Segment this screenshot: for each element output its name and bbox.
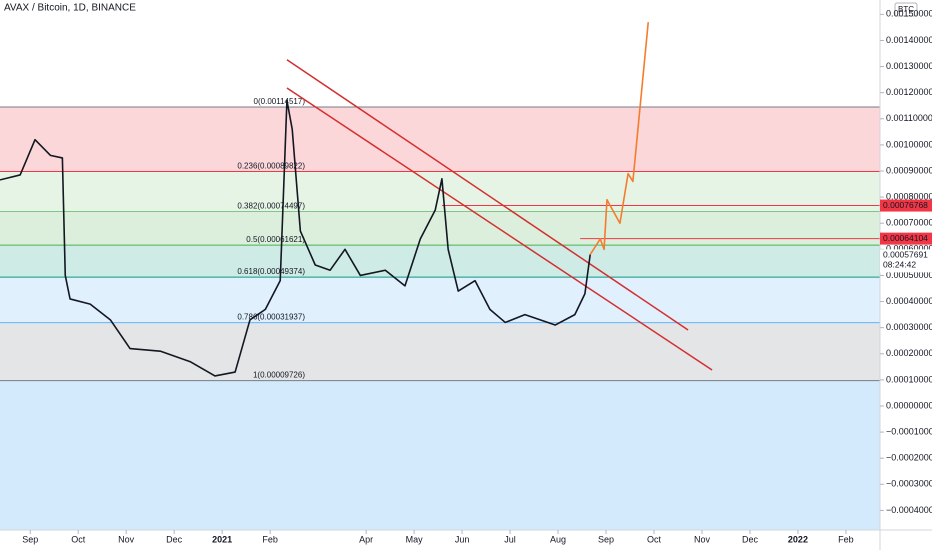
y-tick-label: 0.00080000 [886, 191, 932, 201]
x-tick-label: Dec [166, 534, 183, 544]
plot-area: 0(0.00114517) 0.236(0.00089822) 0.382(0.00… [0, 22, 880, 530]
y-tick-label: −0.00020000 [886, 453, 932, 463]
y-tick-label: 0.00090000 [886, 165, 932, 175]
y-tick-label: 0.00030000 [886, 322, 932, 332]
x-tick-label: Feb [838, 534, 854, 544]
y-tick-label: 0.00040000 [886, 296, 932, 306]
fib-band [0, 277, 880, 323]
fib-label: 0.236(0.00089822) [237, 162, 305, 171]
y-tick-label: −0.00030000 [886, 479, 932, 489]
x-tick-label: Feb [262, 534, 278, 544]
y-tick-label: 0.00050000 [886, 270, 932, 280]
x-tick-label: Oct [647, 534, 662, 544]
fib-label: 0(0.00114517) [254, 97, 306, 106]
price-badge [880, 232, 932, 245]
x-tick-label: 2022 [788, 534, 808, 544]
x-tick-label: Jun [455, 534, 470, 544]
fib-label: 0.786(0.00031937) [237, 313, 305, 322]
last-price-text: 0.00057691 [883, 250, 928, 260]
x-tick-label: Nov [694, 534, 711, 544]
fib-label: 1(0.00009726) [253, 371, 305, 380]
y-tick-label: 0.00010000 [886, 374, 932, 384]
below-fib-band [0, 380, 880, 530]
y-tick-label: 0.00070000 [886, 218, 932, 228]
trend-line [286, 87, 713, 371]
y-tick-label: −0.00010000 [886, 426, 932, 436]
y-tick-label: 0.00110000 [886, 113, 932, 123]
x-tick-label: Nov [118, 534, 135, 544]
fib-label: 0.618(0.00049374) [237, 267, 305, 276]
price-badge-text: 0.00076768 [883, 200, 928, 210]
countdown-text: 08:24:42 [883, 260, 916, 270]
y-tick-label: 0.00100000 [886, 139, 932, 149]
y-tick-label: −0.00040000 [886, 505, 932, 515]
x-tick-label: May [406, 534, 424, 544]
last-price-badge [880, 249, 932, 273]
fib-band [0, 211, 880, 246]
x-tick-label: 2021 [212, 534, 232, 544]
fib-band [0, 322, 880, 381]
price-line-series [0, 99, 591, 377]
x-tick-label: Oct [71, 534, 86, 544]
y-tick-label: 0.00120000 [886, 87, 932, 97]
fib-band [0, 106, 880, 172]
x-tick-label: Dec [742, 534, 759, 544]
y-tick-label: 0.00140000 [886, 35, 932, 45]
y-tick-label: 0.00150000 [886, 9, 932, 19]
y-tick-label: 0.00020000 [886, 348, 932, 358]
x-tick-label: Aug [550, 534, 566, 544]
chart-title: AVAX / Bitcoin, 1D, BINANCE [4, 3, 136, 14]
fib-label: 0.5(0.00061621) [246, 235, 305, 244]
trend-line [286, 59, 689, 331]
y-tick-label: 0.00000000 [886, 400, 932, 410]
currency-badge [894, 2, 918, 17]
price-badge-text: 0.00064104 [883, 233, 928, 243]
x-tick-label: Jul [504, 534, 516, 544]
y-tick-label: 0.00060000 [886, 244, 932, 254]
currency-badge-text: BTC [898, 5, 914, 14]
x-tick-label: Sep [598, 534, 614, 544]
projection-line [589, 22, 650, 255]
x-tick-label: Sep [22, 534, 38, 544]
y-tick-label: 0.00130000 [886, 61, 932, 71]
fib-band [0, 245, 880, 278]
price-badge [880, 199, 932, 212]
x-tick-label: Apr [359, 534, 373, 544]
fib-label: 0.382(0.00074497) [237, 202, 305, 211]
